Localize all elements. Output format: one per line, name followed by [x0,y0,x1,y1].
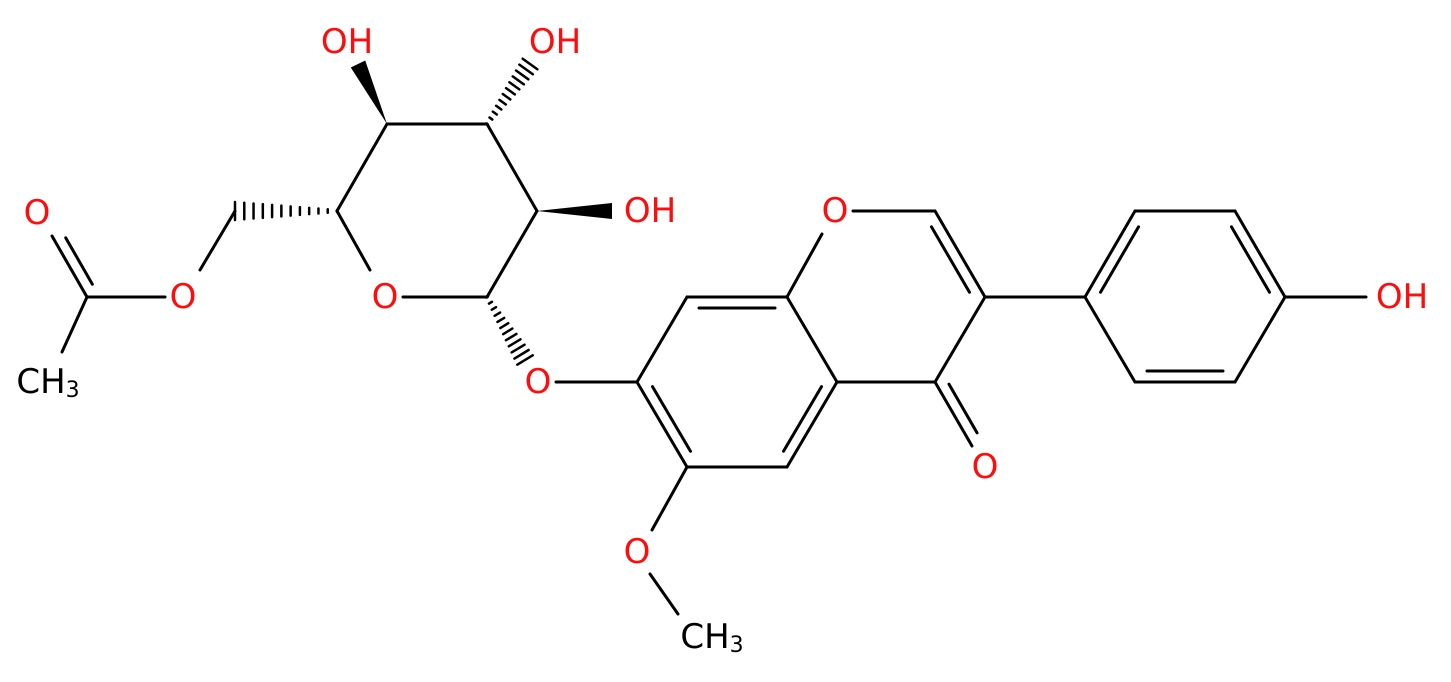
hash-bond [490,305,498,311]
hash-bond [514,69,530,81]
bond [60,295,89,354]
atom-label: O [822,191,849,231]
atom-label: O [170,277,197,317]
bond [1229,225,1271,294]
hash-bond [493,311,502,318]
atom-label: OH [624,191,676,231]
hash-bond [504,86,517,96]
methyl-subscript: 3 [730,633,744,658]
hash-bond [501,92,512,101]
hash-bond [494,104,503,111]
hash-bond [496,316,506,324]
bond [933,209,987,299]
hash-bond [511,75,526,86]
bond [933,380,974,448]
hash-bond [499,321,510,330]
bond [933,295,987,384]
bond [485,122,539,213]
hash-bond [508,81,521,91]
hash-bond [484,122,490,126]
bonds [50,57,1368,616]
bond [635,295,689,384]
atom-label: OH [1376,277,1428,317]
hash-bond [504,332,518,342]
bond [785,232,824,299]
bond [1233,209,1287,299]
bond [635,380,689,469]
hash-bond [510,343,526,354]
hash-bond [498,98,508,106]
bond [1083,295,1137,384]
bond [648,572,680,616]
atom-label: O [372,277,399,317]
bond [650,465,689,532]
methyl-label: CH3 [680,617,743,658]
bond [785,380,839,469]
bond [335,209,372,272]
hash-bond [513,348,530,360]
wedge-bond [537,203,612,219]
bond [1233,295,1287,384]
atom-label: OH [321,22,373,62]
hash-bond [484,295,490,299]
bond [1083,209,1137,299]
methyl-subscript: 3 [66,378,80,403]
methyl-label: CH3 [16,362,79,403]
bond [947,382,979,435]
hash-bond [491,110,499,116]
atom-label: O [972,447,999,487]
bond [485,209,539,299]
hash-bond [501,327,514,336]
bond [929,225,971,294]
hash-bond [521,57,539,71]
bond [785,295,839,384]
hash-bond [488,116,494,121]
hash-bond [507,338,522,348]
bond [650,385,692,453]
bond [1099,225,1141,294]
wedge-bond [350,60,387,124]
bond [198,209,237,272]
hash-bond [516,354,534,366]
bond [335,122,389,213]
hash-bond [518,63,535,76]
bond [782,385,824,453]
atom-label: OH [529,22,581,62]
atom-label: O [525,362,552,402]
hash-bond [487,300,494,305]
bond [50,234,89,299]
methyl-text: CH [680,617,729,657]
atom-label: O [624,532,651,572]
bond [64,236,94,286]
methyl-text: CH [16,362,65,402]
atom-label: O [24,193,51,233]
